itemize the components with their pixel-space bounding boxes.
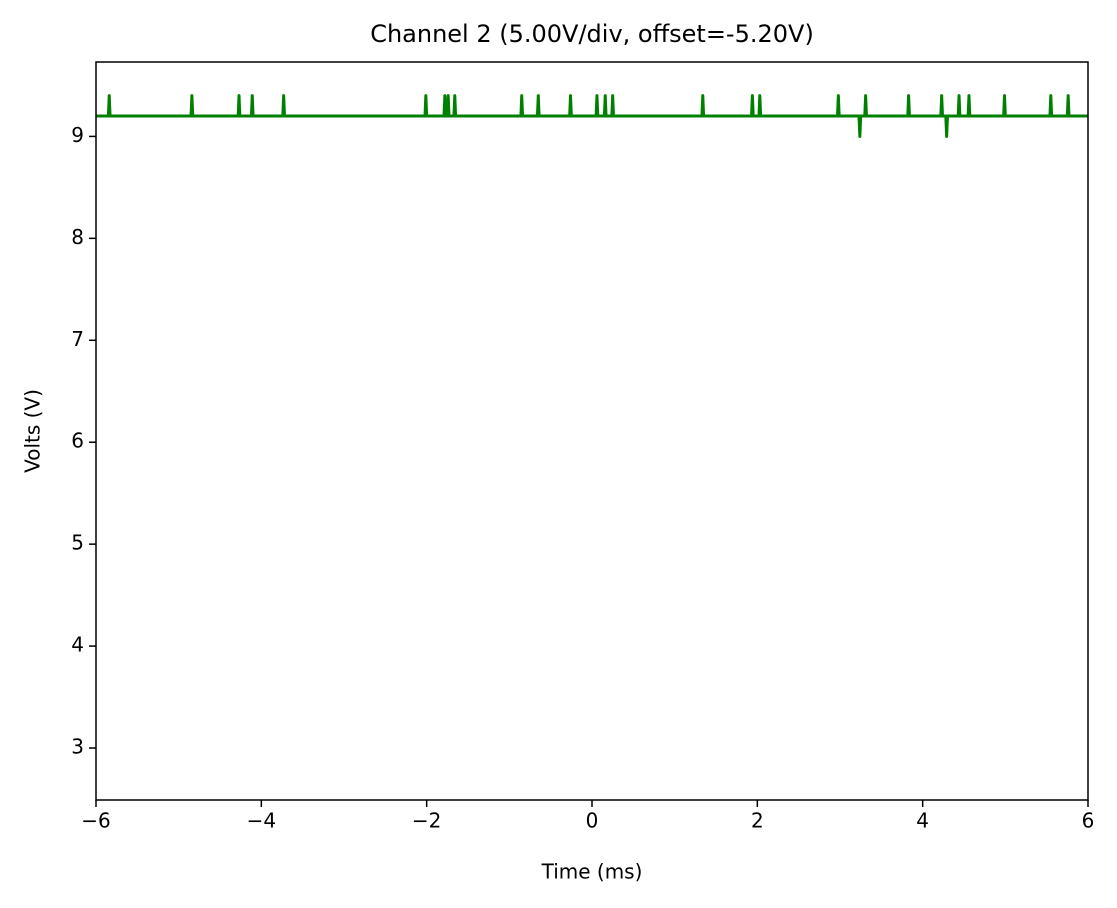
x-tick-label: 0 [586,809,599,833]
x-axis-label: Time (ms) [541,860,643,884]
x-tick-label: −6 [81,809,110,833]
x-tick-label: −2 [412,809,441,833]
y-tick-label: 6 [71,429,84,453]
y-axis-label: Volts (V) [21,389,45,473]
signal-line [96,94,1088,138]
x-tick-label: 6 [1082,809,1095,833]
y-tick-label: 3 [71,735,84,759]
x-tick-label: 2 [751,809,764,833]
y-tick-label: 7 [71,327,84,351]
x-tick-label: 4 [916,809,929,833]
x-tick-label: −4 [247,809,276,833]
y-tick-label: 4 [71,633,84,657]
chart-title: Channel 2 (5.00V/div, offset=-5.20V) [370,20,814,48]
y-tick-label: 8 [71,225,84,249]
y-tick-label: 5 [71,531,84,555]
plot-frame [95,61,1089,801]
y-tick-label: 9 [71,123,84,147]
